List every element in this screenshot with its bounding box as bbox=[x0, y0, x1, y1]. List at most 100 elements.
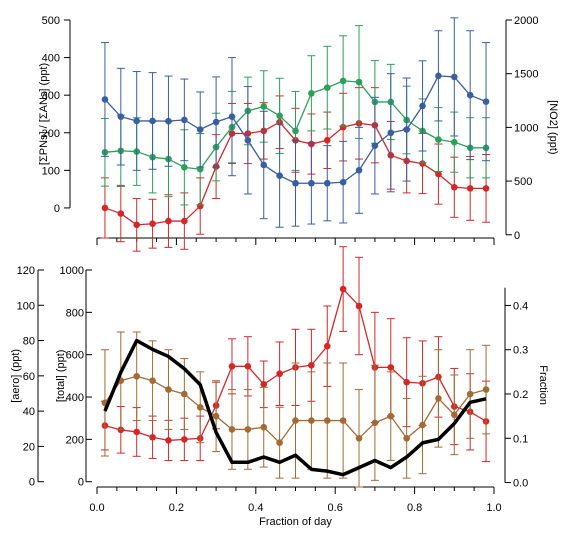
top-blue-series-point bbox=[149, 117, 156, 125]
top-red-series-point bbox=[339, 123, 347, 131]
bottom-brown-series-point bbox=[371, 419, 379, 427]
top-green-series-point bbox=[260, 103, 268, 110]
bottom-brown-series-point bbox=[403, 434, 410, 442]
bottom-outer-left-tick-label: 20 bbox=[23, 441, 35, 453]
top-red-series-point bbox=[181, 217, 188, 225]
bottom-brown-series-point bbox=[133, 372, 140, 380]
top-red-series-point bbox=[482, 185, 490, 192]
x-tick-label: 0.4 bbox=[248, 502, 263, 514]
bottom-red-series-point bbox=[181, 436, 188, 443]
bottom-brown-series-point bbox=[260, 423, 268, 431]
bottom-red-series-point bbox=[323, 342, 331, 350]
top-blue-series-point bbox=[117, 113, 125, 120]
top-right-tick-label: 1000 bbox=[514, 122, 538, 134]
top-red-series-point bbox=[419, 160, 426, 167]
bottom-brown-series-point bbox=[165, 386, 172, 393]
top-green-series-point bbox=[323, 84, 331, 91]
top-left-tick-label: 100 bbox=[42, 165, 60, 177]
bottom-inner-left-tick-label: 400 bbox=[66, 392, 84, 404]
top-green-series-point bbox=[308, 89, 315, 97]
bottom-red-series-point bbox=[260, 381, 268, 388]
top-blue-series-point bbox=[228, 113, 236, 120]
top-blue-series-point bbox=[482, 98, 490, 105]
x-axis-title: Fraction of day bbox=[259, 516, 332, 528]
top-green-series-point bbox=[181, 164, 188, 171]
bottom-brown-series-point bbox=[355, 434, 363, 442]
bottom-brown-series-point bbox=[323, 417, 331, 424]
bottom-red-series-point bbox=[308, 361, 315, 369]
bottom-brown-series-point bbox=[228, 426, 236, 433]
top-right-tick-label: 1500 bbox=[514, 69, 538, 81]
top-right-axis-title: [NO2] (ppt) bbox=[547, 100, 559, 154]
bottom-brown-series-point bbox=[244, 426, 252, 433]
top-blue-series-point bbox=[212, 118, 220, 126]
bottom-red-series-point bbox=[149, 433, 156, 441]
top-blue-series-point bbox=[260, 161, 268, 169]
top-red-series-point bbox=[101, 204, 109, 212]
bottom-red-series-point bbox=[228, 363, 236, 370]
bottom-brown-series-point bbox=[149, 377, 156, 385]
bottom-brown-series-point bbox=[196, 403, 204, 411]
bottom-brown-series-point bbox=[308, 417, 315, 424]
bottom-red-series-point bbox=[403, 378, 410, 386]
x-tick-label: 0.8 bbox=[407, 502, 422, 514]
top-blue-series-point bbox=[323, 179, 331, 187]
bottom-brown-series-point bbox=[435, 395, 442, 402]
bottom-brown-series-point bbox=[482, 386, 490, 393]
x-tick-label: 0.0 bbox=[89, 502, 104, 514]
top-blue-series-point bbox=[419, 102, 426, 110]
top-blue-series-point bbox=[101, 96, 109, 103]
top-red-series-point bbox=[117, 210, 125, 217]
top-blue-series-point bbox=[403, 126, 410, 133]
top-red-series-point bbox=[451, 183, 458, 191]
top-blue-series-point bbox=[276, 172, 283, 180]
bottom-right-tick-label: 0.2 bbox=[513, 389, 528, 401]
top-right-tick-label: 500 bbox=[514, 176, 532, 188]
x-tick-label: 1.0 bbox=[486, 502, 501, 514]
top-left-tick-label: 500 bbox=[42, 15, 60, 27]
bottom-brown-series-point bbox=[419, 421, 426, 429]
bottom-brown-series-point bbox=[212, 412, 220, 420]
bottom-brown-series-point bbox=[276, 439, 283, 447]
bottom-inner-left-axis-title: [total] (ppt) bbox=[55, 350, 67, 403]
bottom-panel: 0 20 40 60 80 100 120 0 200 400 600 800 1000 0.0 0.1 0.… bbox=[10, 246, 549, 528]
bottom-red-series-point bbox=[133, 428, 140, 436]
top-blue-series-point bbox=[196, 126, 204, 133]
bottom-brown-series-point bbox=[292, 417, 299, 424]
top-red-series-point bbox=[165, 217, 172, 225]
top-blue-series-point bbox=[308, 179, 315, 187]
bottom-inner-left-tick-label: 600 bbox=[66, 350, 84, 362]
bottom-red-series-point bbox=[276, 370, 283, 378]
top-green-series-point bbox=[276, 112, 283, 120]
bottom-black-series-line bbox=[103, 338, 487, 477]
top-green-series-point bbox=[355, 78, 363, 86]
bottom-brown-series-point bbox=[339, 417, 347, 424]
bottom-brown-series-point bbox=[451, 411, 458, 419]
top-red-series-point bbox=[196, 202, 204, 210]
bottom-inner-left-tick-label: 1000 bbox=[60, 265, 84, 277]
top-blue-series-point bbox=[435, 72, 442, 80]
bottom-red-series-point bbox=[339, 285, 347, 293]
bottom-red-series-point bbox=[387, 364, 395, 371]
top-red-series-point bbox=[133, 221, 140, 229]
bottom-inner-left-tick-label: 200 bbox=[66, 434, 84, 446]
top-blue-series-point bbox=[387, 129, 395, 137]
top-blue-series-point bbox=[244, 136, 252, 144]
top-left-axis-title: [ΣPNs] / [ΣANs] (ppt) bbox=[38, 63, 50, 165]
top-green-series-point bbox=[451, 138, 458, 146]
top-blue-series-point bbox=[181, 116, 188, 124]
top-left-tick-label: 200 bbox=[42, 128, 60, 140]
bottom-right-tick-label: 0.4 bbox=[513, 300, 528, 312]
top-left-tick-label: 300 bbox=[42, 90, 60, 102]
top-right-tick-label: 2000 bbox=[514, 15, 538, 27]
bottom-outer-left-tick-label: 120 bbox=[17, 265, 35, 277]
top-red-series-point bbox=[435, 170, 442, 178]
bottom-brown-series-point bbox=[387, 412, 395, 420]
top-green-series-point bbox=[435, 136, 442, 143]
top-green-series-point bbox=[339, 77, 347, 85]
bottom-outer-left-tick-label: 100 bbox=[17, 300, 35, 312]
x-tick-label: 0.6 bbox=[328, 502, 343, 514]
bottom-outer-left-axis-title: [aero] (ppt) bbox=[10, 349, 22, 403]
bottom-inner-left-tick-label: 0 bbox=[78, 477, 84, 489]
